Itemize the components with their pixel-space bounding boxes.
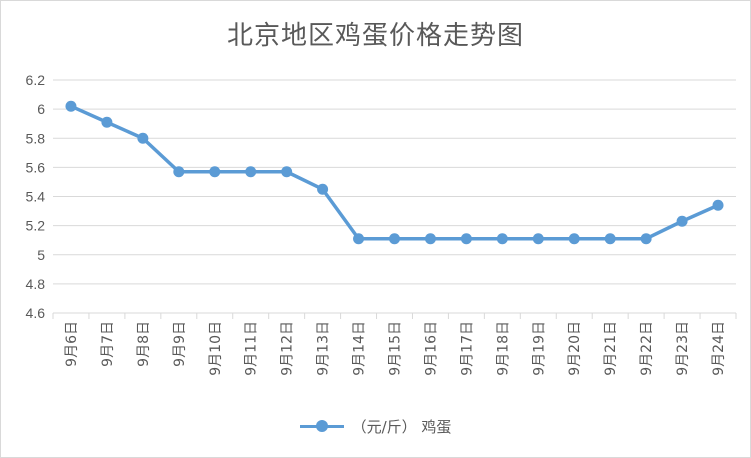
x-tick-label: 9月11日 xyxy=(244,321,260,376)
x-tick-label: 9月21日 xyxy=(603,321,619,376)
y-tick-label: 4.6 xyxy=(26,305,46,321)
legend-marker-icon xyxy=(299,419,344,433)
data-point xyxy=(460,233,472,245)
data-point xyxy=(424,233,436,245)
x-tick-label: 9月20日 xyxy=(567,321,583,376)
x-tick-label: 9月18日 xyxy=(495,321,511,376)
x-tick-label: 9月12日 xyxy=(280,321,296,376)
data-point xyxy=(640,233,652,245)
data-point xyxy=(604,233,616,245)
chart-legend: （元/斤） 鸡蛋 xyxy=(1,415,750,437)
data-point xyxy=(65,100,77,112)
y-tick-label: 6 xyxy=(37,101,45,117)
x-tick-label: 9月22日 xyxy=(639,321,655,376)
data-point xyxy=(532,233,544,245)
x-tick-label: 9月24日 xyxy=(711,321,727,376)
x-tick-label: 9月9日 xyxy=(172,321,188,367)
line-chart: 4.6 4.8 5 5.2 5.4 5.6 5.8 6 6.2 9月6日 9月7日 9月8日 9月9日… xyxy=(26,72,737,376)
legend-label: （元/斤） 鸡蛋 xyxy=(351,417,452,436)
data-point xyxy=(712,199,724,211)
data-point xyxy=(389,233,400,245)
data-point xyxy=(317,183,329,195)
y-tick-label: 6.2 xyxy=(26,72,46,88)
chart-title: 北京地区鸡蛋价格走势图 xyxy=(226,21,524,51)
x-tick-label: 9月15日 xyxy=(388,321,404,376)
y-tick-label: 5 xyxy=(37,247,45,263)
x-tick-label: 9月23日 xyxy=(675,321,691,376)
x-tick-label: 9月6日 xyxy=(64,321,80,367)
x-tick-label: 9月8日 xyxy=(136,321,152,367)
x-tick-label: 9月14日 xyxy=(352,321,368,376)
x-tick-label: 9月10日 xyxy=(208,321,224,376)
data-point xyxy=(101,116,113,128)
data-point xyxy=(496,233,508,245)
x-tick-label: 9月16日 xyxy=(423,321,439,376)
data-point xyxy=(137,132,149,144)
x-tick-label: 9月17日 xyxy=(459,321,475,376)
x-tick-label: 9月19日 xyxy=(531,321,547,376)
data-point xyxy=(209,166,221,178)
y-tick-label: 5.4 xyxy=(26,189,46,205)
y-tick-label: 4.8 xyxy=(26,276,46,292)
data-point xyxy=(173,166,185,178)
x-tick-label: 9月7日 xyxy=(100,321,116,367)
y-tick-label: 5.2 xyxy=(26,218,46,234)
data-point xyxy=(353,233,365,245)
data-point xyxy=(568,233,580,245)
data-point xyxy=(676,215,688,227)
data-point xyxy=(245,166,257,178)
y-tick-label: 5.8 xyxy=(26,130,46,146)
series-line xyxy=(70,104,719,241)
y-tick-label: 5.6 xyxy=(26,159,46,175)
x-tick-label: 9月13日 xyxy=(316,321,332,376)
data-point xyxy=(281,166,293,178)
